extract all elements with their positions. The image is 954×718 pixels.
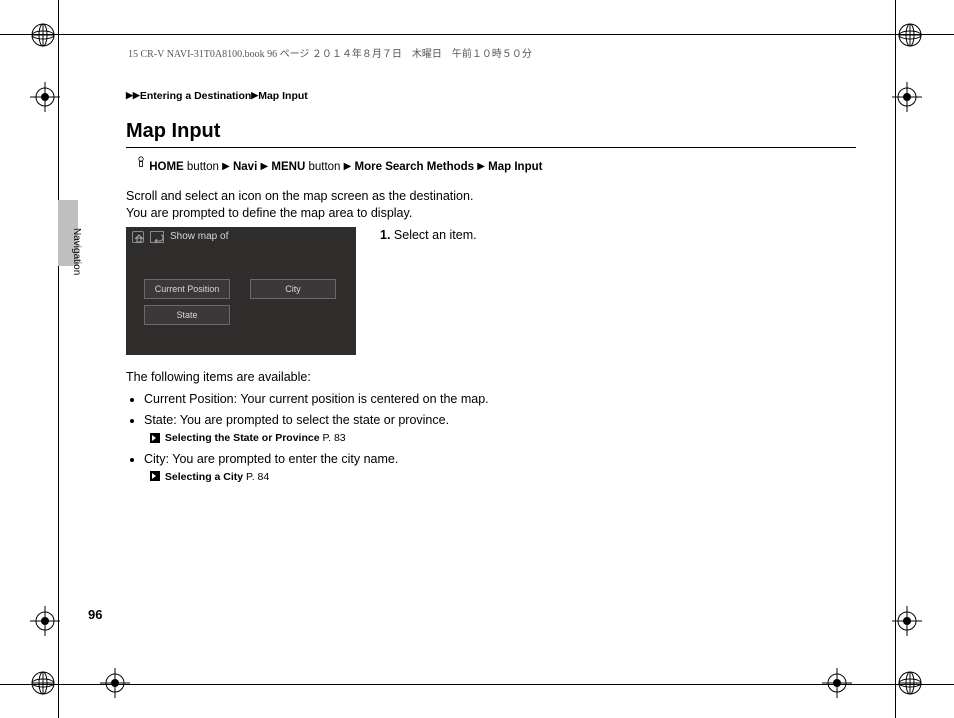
cross-ref: Selecting a City P. 84 (150, 470, 856, 485)
step-1-text: Select an item. (390, 228, 476, 242)
breadcrumb: ▶▶Entering a Destination▶Map Input (126, 90, 856, 102)
reg-mark-bottom-right (822, 668, 852, 698)
list-item: City: You are prompted to enter the city… (144, 450, 856, 485)
navpath-home-suffix: button (184, 161, 222, 173)
items-intro: The following items are available: (126, 369, 856, 387)
corner-mark-bl (30, 670, 56, 696)
reg-mark-bottom-left (100, 668, 130, 698)
ss-home-icon (132, 231, 144, 243)
section-tab-label: Navigation (71, 228, 82, 275)
crop-line-top (0, 34, 954, 35)
arrow-icon (150, 433, 160, 443)
page-content: ▶▶Entering a Destination▶Map Input Map I… (126, 90, 856, 488)
navpath-tri-1: ▶ (222, 161, 230, 172)
steering-icon (136, 156, 146, 174)
ss-current-position-button: Current Position (144, 279, 230, 299)
step-1-number: 1. (380, 228, 390, 242)
navpath-tri-2: ▶ (260, 161, 268, 172)
navpath-menu-suffix: button (305, 161, 343, 173)
cross-ref-title: Selecting a City (165, 471, 243, 483)
item-desc: : You are prompted to select the state o… (173, 413, 449, 427)
breadcrumb-part1: Entering a Destination (140, 90, 251, 102)
reg-mark-left-top (30, 82, 60, 112)
crop-line-bottom (0, 684, 954, 685)
navpath-more: More Search Methods (355, 161, 475, 173)
item-label: City (144, 452, 166, 466)
cross-ref-page: P. 84 (243, 471, 269, 483)
cross-ref: Selecting the State or Province P. 83 (150, 431, 856, 446)
item-desc: : Your current position is centered on t… (234, 392, 489, 406)
ss-back-icon (150, 231, 164, 243)
list-item: State: You are prompted to select the st… (144, 411, 856, 446)
navpath-navi: Navi (233, 161, 257, 173)
navpath-home: HOME (149, 161, 184, 173)
ss-state-button: State (144, 305, 230, 325)
list-item: Current Position: Your current position … (144, 390, 856, 408)
item-label: State (144, 413, 173, 427)
step-1: 1. Select an item. (380, 227, 477, 355)
page-title: Map Input (126, 120, 856, 143)
items-list: Current Position: Your current position … (126, 390, 856, 485)
nav-path: HOME button ▶ Navi ▶ MENU button ▶ More … (136, 158, 576, 176)
intro-line2: You are prompted to define the map area … (126, 205, 856, 223)
ss-title: Show map of (170, 231, 228, 242)
item-desc: : You are prompted to enter the city nam… (166, 452, 399, 466)
cross-ref-page: P. 83 (320, 432, 346, 444)
reg-mark-left-bottom (30, 606, 60, 636)
corner-mark-tr (897, 22, 923, 48)
reg-mark-right-top (892, 82, 922, 112)
ss-city-button: City (250, 279, 336, 299)
page-number: 96 (88, 607, 102, 622)
arrow-icon (150, 471, 160, 481)
corner-mark-br (897, 670, 923, 696)
intro-line1: Scroll and select an icon on the map scr… (126, 188, 856, 206)
reg-mark-right-bottom (892, 606, 922, 636)
navpath-menu: MENU (271, 161, 305, 173)
breadcrumb-part2: Map Input (258, 90, 308, 102)
corner-mark-tl (30, 22, 56, 48)
item-label: Current Position (144, 392, 234, 406)
ui-screenshot: Show map of Current Position City State (126, 227, 356, 355)
navpath-tri-3: ▶ (344, 161, 352, 172)
cross-ref-title: Selecting the State or Province (165, 432, 320, 444)
navpath-mapinput: Map Input (488, 161, 542, 173)
breadcrumb-sep-icon: ▶ (251, 90, 258, 100)
navpath-tri-4: ▶ (477, 161, 485, 172)
doc-header-path: 15 CR-V NAVI-31T0A8100.book 96 ページ ２０１４年… (128, 45, 532, 60)
title-rule (126, 147, 856, 148)
breadcrumb-tri-icon: ▶▶ (126, 90, 140, 100)
